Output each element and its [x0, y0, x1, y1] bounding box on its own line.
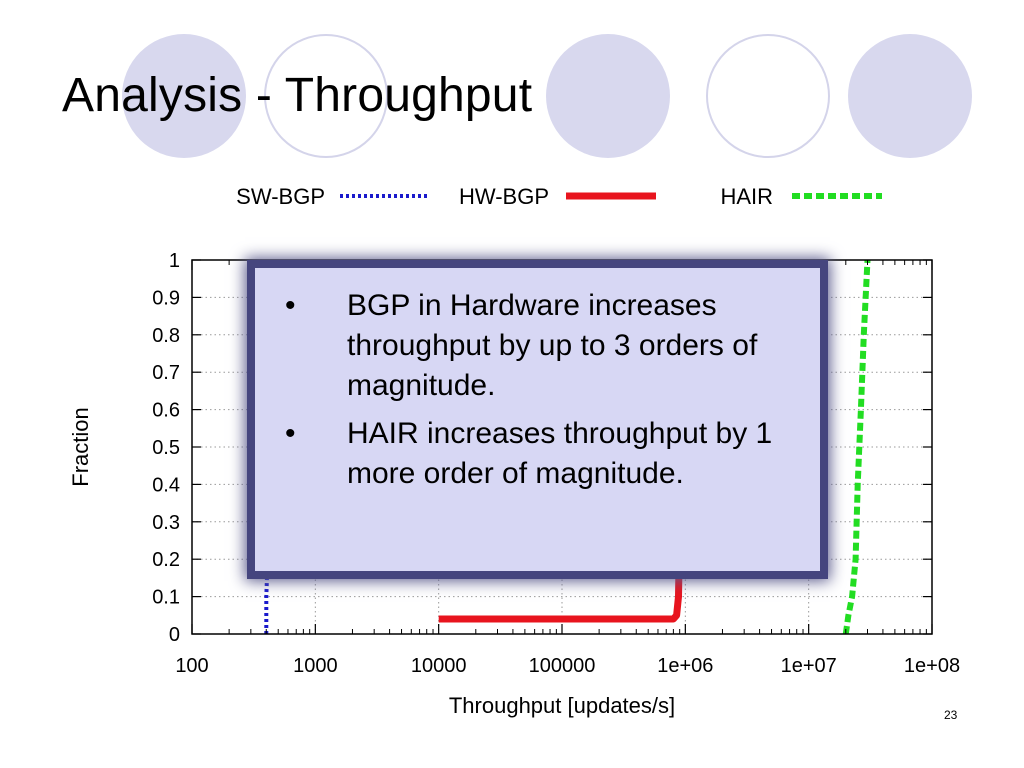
- callout-item: • HAIR increases throughput by 1 more or…: [269, 414, 804, 494]
- decor-circle-3: [546, 34, 670, 158]
- x-tick-label: 10000: [411, 655, 467, 677]
- slide-title: Analysis - Throughput: [62, 69, 533, 122]
- y-tick-label: 0.8: [152, 325, 180, 347]
- decor-circle-5: [848, 34, 972, 158]
- callout-list: • BGP in Hardware increases throughput b…: [269, 286, 804, 494]
- x-tick-label: 1e+07: [781, 655, 837, 677]
- callout-item: • BGP in Hardware increases throughput b…: [269, 286, 804, 406]
- y-tick-label: 0.6: [152, 400, 180, 422]
- series-line-sw-bgp: [264, 259, 274, 634]
- callout-box: • BGP in Hardware increases throughput b…: [255, 268, 820, 571]
- series-line-hair: [842, 259, 871, 635]
- decor-circle-1: [122, 34, 246, 158]
- y-tick-label: 0.1: [152, 587, 180, 609]
- x-tick-label: 1e+06: [657, 655, 713, 677]
- legend-label-sw-bgp: SW-BGP: [236, 184, 325, 209]
- bullet-icon: •: [285, 417, 296, 450]
- chart-legend: SW-BGP HW-BGP HAIR: [236, 184, 882, 209]
- legend-label-hw-bgp: HW-BGP: [459, 184, 549, 209]
- y-tick-label: 0.5: [152, 437, 180, 459]
- callout-item-text: BGP in Hardware increases throughput by …: [347, 289, 758, 402]
- y-tick-label: 0.3: [152, 512, 180, 534]
- legend-label-hair: HAIR: [720, 184, 773, 209]
- x-axis-label: Throughput [updates/s]: [449, 693, 675, 718]
- decor-circle-2: [264, 34, 388, 158]
- x-tick-label: 100: [175, 655, 208, 677]
- decor-circle-4: [706, 34, 830, 158]
- x-tick-label: 1000: [293, 655, 338, 677]
- callout-item-text: HAIR increases throughput by 1 more orde…: [347, 417, 773, 490]
- y-axis-label: Fraction: [68, 407, 93, 486]
- y-tick-label: 0.4: [152, 474, 180, 496]
- y-tick-label: 1: [169, 250, 180, 272]
- bullet-icon: •: [285, 289, 296, 322]
- y-tick-label: 0.2: [152, 549, 180, 571]
- x-tick-label: 100000: [529, 655, 596, 677]
- x-tick-label: 1e+08: [904, 655, 960, 677]
- chart-ticks: 0 0.1 0.2 0.3 0.4 0.5 0.6 0.7 0.8 0.9 1 100 1000 1000…: [152, 250, 960, 677]
- slide-number: 23: [944, 708, 958, 722]
- y-tick-label: 0.9: [152, 287, 180, 309]
- y-tick-label: 0: [169, 624, 180, 646]
- y-tick-label: 0.7: [152, 362, 180, 384]
